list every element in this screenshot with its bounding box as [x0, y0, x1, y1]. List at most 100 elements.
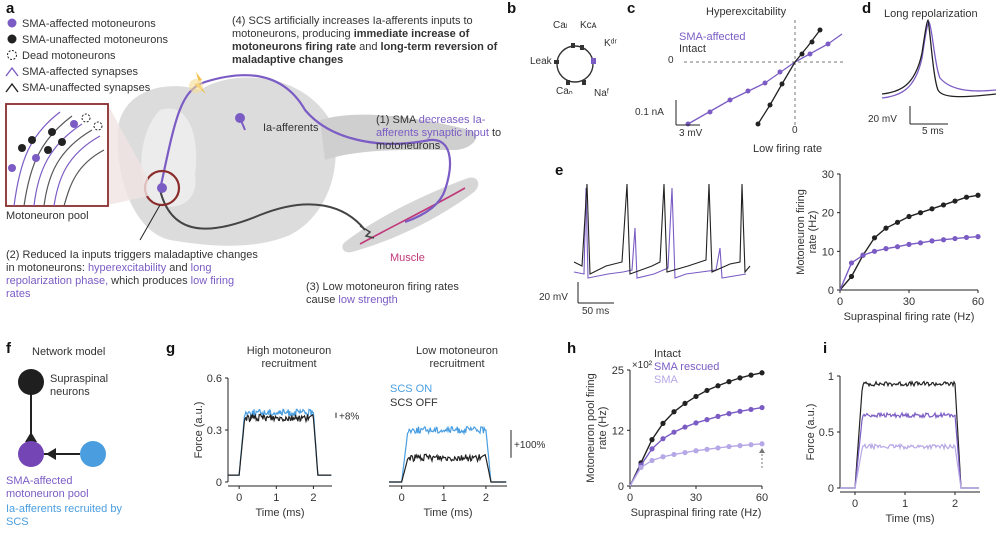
x-tick-label: 2 [483, 492, 489, 504]
data-point [660, 454, 666, 460]
channel-leak: Leak [530, 56, 552, 67]
x-tick-label: 0 [399, 492, 405, 504]
supraspinal-node [18, 369, 44, 395]
data-point [704, 446, 710, 452]
y-tick-label: 0 [828, 285, 834, 297]
data-point [759, 404, 765, 411]
panel-e-firing-chart: 0 30 60 0 10 20 30 Supraspinal firing rate (Hz)… [795, 169, 984, 323]
legend-affected-synapse [5, 66, 19, 77]
y-tick-label: 30 [822, 169, 834, 181]
panel-label-g: g [166, 340, 176, 357]
membrane-ring [556, 45, 594, 83]
y-tick-label: 1 [828, 371, 834, 383]
channel-na-f: Naᶠ [594, 88, 610, 99]
y-tick-label: 0.6 [207, 373, 222, 385]
x-axis-label: Supraspinal firing rate (Hz) [844, 311, 975, 323]
panel-h-legend-sma: SMA [654, 374, 678, 386]
panel-label-c: c [627, 0, 636, 17]
panel-d-scale-time: 5 ms [922, 126, 944, 137]
ia-node [80, 441, 106, 467]
data-point [848, 260, 855, 266]
x-axis-label: Time (ms) [423, 507, 472, 519]
x-tick-label: 30 [903, 296, 915, 308]
ia-afferents-label: Ia-afferents [263, 122, 319, 134]
panel-c-scale-current: 0.1 nA [635, 107, 664, 118]
panel-g-high-chart: 0 0.3 0.6 Force (a.u.) 0 1 2 Time (ms) +8% [193, 373, 359, 519]
panel-c-zero-x: 0 [792, 125, 798, 136]
x-axis-label: Time (ms) [255, 507, 304, 519]
force-trace [840, 380, 979, 489]
y-tick-label: 25 [612, 365, 624, 377]
panel-f-pool-label: SMA-affected motoneuron pool [6, 475, 89, 500]
data-point [883, 246, 889, 252]
pool-node [18, 441, 44, 467]
data-point [693, 393, 699, 400]
panel-f-ia-label: Ia-afferents recruited by SCS [6, 503, 122, 528]
step-1-text: (1) SMA decreases Ia-afferents synaptic … [376, 114, 502, 152]
spike-intact [881, 19, 997, 98]
y-axis-label: Force (a.u.) [805, 404, 817, 461]
x-tick-label: 2 [310, 492, 316, 504]
panel-c-zero-y: 0 [668, 55, 674, 66]
annotation-label: +100% [514, 440, 546, 451]
y-tick-label: 20 [822, 208, 834, 220]
data-point [871, 235, 878, 241]
x-axis-label: Supraspinal firing rate (Hz) [631, 507, 762, 519]
panel-e-scale-voltage: 20 mV [539, 292, 568, 303]
legend-unaffected-synapse [5, 82, 19, 93]
panel-c-title: Hyperexcitability [706, 6, 787, 18]
data-point [715, 413, 721, 419]
panel-g-high-title: High motoneuron recruitment [246, 345, 332, 370]
channel-k-ca: Kᴄᴀ [580, 20, 597, 31]
legend-dead-marker [7, 50, 17, 60]
arrow-marker-head [759, 448, 765, 453]
panel-label-b: b [507, 0, 517, 17]
legend-item: SMA-unaffected motoneurons [22, 34, 168, 46]
motor-axon [159, 189, 366, 231]
panel-c-iv-plot [675, 20, 845, 128]
spike-affected [881, 21, 997, 99]
data-point [671, 429, 677, 435]
panel-label-a: a [6, 0, 15, 17]
data-point [693, 448, 699, 454]
y-tick-label: 0 [618, 481, 624, 493]
force-trace [389, 425, 507, 483]
data-point [940, 237, 947, 243]
step-2-text: (2) Reduced Ia inputs triggers maladapti… [6, 249, 258, 300]
data-point [860, 252, 866, 258]
data-point [748, 406, 754, 413]
x-tick-label: 0 [852, 498, 858, 510]
legend-item: SMA-affected motoneurons [22, 18, 156, 30]
channel-ca-n: Caₙ [556, 86, 573, 97]
panel-d-scale-voltage: 20 mV [868, 114, 897, 125]
data-point [894, 219, 901, 225]
y-axis-label: rate (Hz) [597, 407, 609, 450]
y-axis-label: Motoneuron firing [795, 189, 807, 275]
data-point [917, 210, 924, 216]
panel-e-spike-train [573, 183, 751, 304]
panel-label-h: h [567, 340, 577, 357]
legend-affected-marker [7, 18, 17, 28]
legend-unaffected-marker [7, 34, 17, 44]
data-point [975, 234, 981, 240]
annotation-label: +8% [339, 411, 359, 422]
panel-label-i: i [823, 340, 828, 357]
panel-f-network [18, 369, 106, 467]
data-point [726, 443, 732, 450]
x-tick-label: 0 [627, 492, 633, 504]
data-point [952, 198, 958, 204]
panel-g-legend-off: SCS OFF [390, 397, 438, 409]
data-point [929, 206, 935, 212]
y-tick-label: 0 [828, 483, 834, 495]
panel-f-supraspinal-label: Supraspinal neurons [50, 373, 109, 398]
data-point [660, 420, 666, 426]
panel-d-spike-plot [881, 19, 997, 125]
data-point [963, 194, 970, 200]
data-point [952, 235, 958, 242]
data-point [759, 370, 765, 376]
force-trace [228, 413, 332, 476]
data-point [671, 409, 677, 415]
panel-g-low-chart: 0 1 2 Time (ms) +100% [389, 425, 546, 519]
x-tick-label: 1 [902, 498, 908, 510]
data-point [704, 387, 710, 394]
